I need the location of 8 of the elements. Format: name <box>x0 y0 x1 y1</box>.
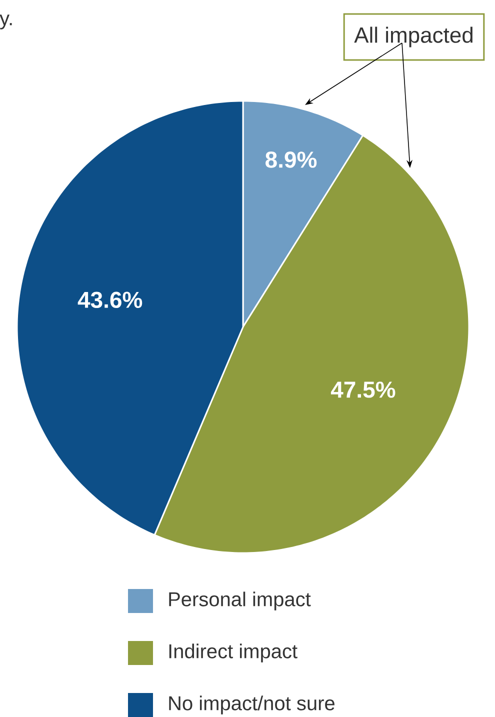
text: y. <box>0 14 12 30</box>
data-label: 43.6% <box>78 292 142 308</box>
legend-label: Personal impact <box>169 592 311 610</box>
data-label: 47.5% <box>330 382 396 398</box>
legend-label: Indirect impact <box>169 644 298 662</box>
text: All impacted <box>354 26 472 48</box>
legend-label: No impact/not sure <box>169 696 334 714</box>
data-label: 8.9% <box>266 152 317 168</box>
